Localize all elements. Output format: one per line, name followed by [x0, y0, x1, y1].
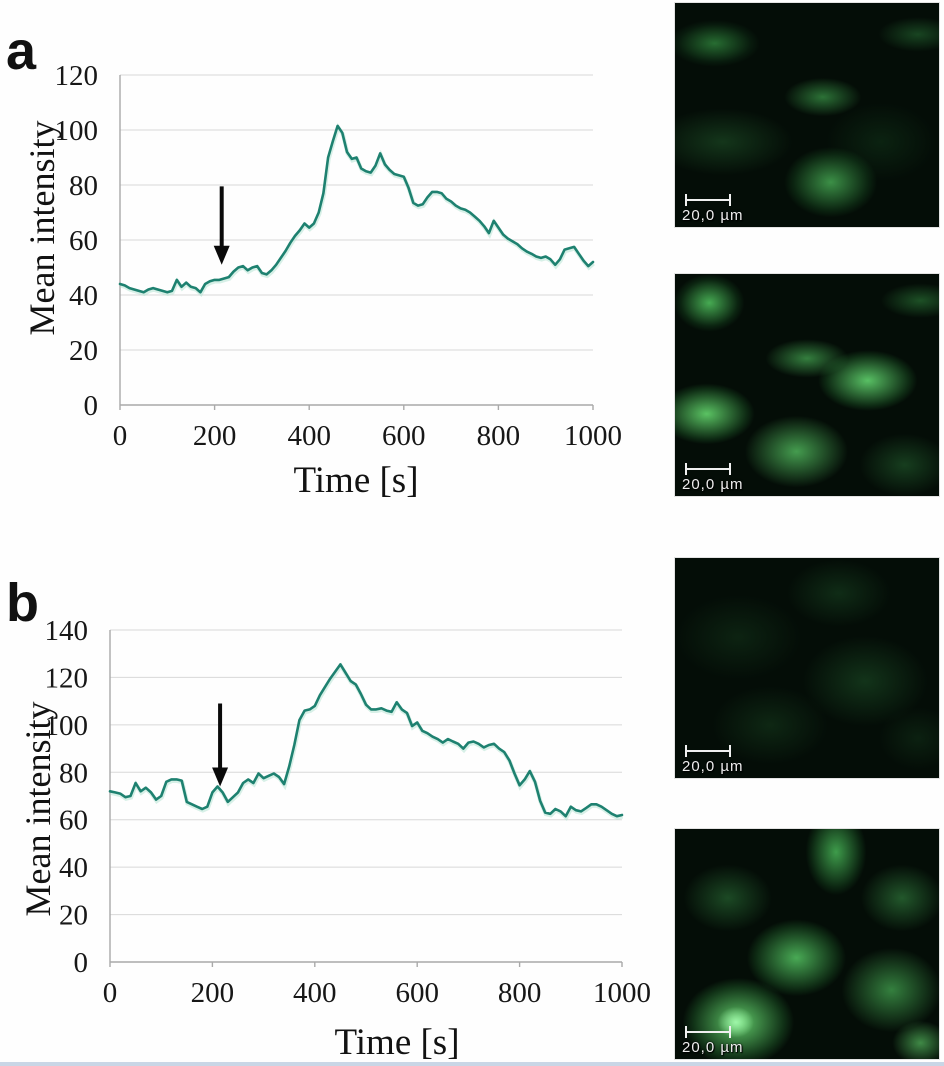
panel-a-x-axis-title: Time [s] [293, 460, 419, 501]
fluorescence-micrograph-b-post: 20,0 µm [674, 828, 940, 1060]
trace-halo [110, 662, 624, 822]
y-tick-label: 140 [45, 615, 89, 647]
fluorescence-micrograph-b-pre: 20,0 µm [674, 557, 940, 779]
x-tick-label: 600 [382, 420, 426, 452]
y-tick-label: 20 [69, 335, 98, 367]
intensity-trace [118, 124, 595, 294]
y-tick-label: 20 [59, 900, 88, 932]
y-tick-label: 120 [45, 662, 89, 694]
x-tick-label: 0 [103, 977, 118, 1009]
x-tick-label: 800 [477, 420, 521, 452]
panel-a-letter: a [6, 21, 37, 81]
y-tick-label: 100 [45, 710, 89, 742]
y-tick-label: 120 [55, 60, 99, 92]
y-tick-label: 0 [84, 390, 99, 422]
x-tick-label: 200 [191, 977, 235, 1009]
stimulus-arrow-head [212, 767, 229, 787]
scale-bar-label: 20,0 µm [682, 207, 744, 224]
intensity-trace [108, 663, 624, 818]
scale-bar [685, 194, 731, 206]
x-tick-label: 200 [193, 420, 237, 452]
panel-a-y-axis-title: Mean intensity [22, 120, 62, 336]
y-tick-label: 40 [59, 852, 88, 884]
y-tick-label: 60 [59, 805, 88, 837]
x-tick-label: 1000 [593, 977, 651, 1009]
x-tick-label: 400 [287, 420, 331, 452]
panel-b-letter: b [6, 573, 39, 633]
stimulus-arrow-head [213, 245, 230, 265]
scale-bar-label: 20,0 µm [682, 476, 744, 493]
y-tick-label: 40 [69, 280, 98, 312]
y-tick-label: 80 [59, 757, 88, 789]
panel-a-plot: 0 20 40 60 80 100 120 0 200 400 600 800 1000 [55, 60, 623, 452]
panel-b-plot: 0 20 40 60 80 100 120 140 0 200 400 600 800 1000 [45, 615, 652, 1009]
scale-bar [685, 1026, 731, 1038]
scale-bar [685, 463, 731, 475]
x-tick-label: 0 [113, 420, 128, 452]
scale-bar-label: 20,0 µm [682, 758, 744, 775]
y-tick-label: 100 [55, 115, 99, 147]
fluorescence-micrograph-a-post: 20,0 µm [674, 273, 940, 497]
x-tick-label: 400 [293, 977, 337, 1009]
x-tick-label: 600 [395, 977, 439, 1009]
y-tick-label: 80 [69, 170, 98, 202]
trace-halo [120, 122, 595, 298]
scale-bar-label: 20,0 µm [682, 1039, 744, 1056]
y-tick-label: 0 [74, 947, 89, 979]
x-tick-label: 1000 [564, 420, 622, 452]
panel-b-x-axis-title: Time [s] [334, 1022, 460, 1063]
y-tick-label: 60 [69, 225, 98, 257]
scale-bar [685, 745, 731, 757]
panel-b-y-axis-title: Mean intensity [18, 701, 58, 917]
fluorescence-micrograph-a-pre: 20,0 µm [674, 2, 940, 228]
bottom-border-strip [0, 1062, 944, 1066]
x-tick-label: 800 [498, 977, 542, 1009]
